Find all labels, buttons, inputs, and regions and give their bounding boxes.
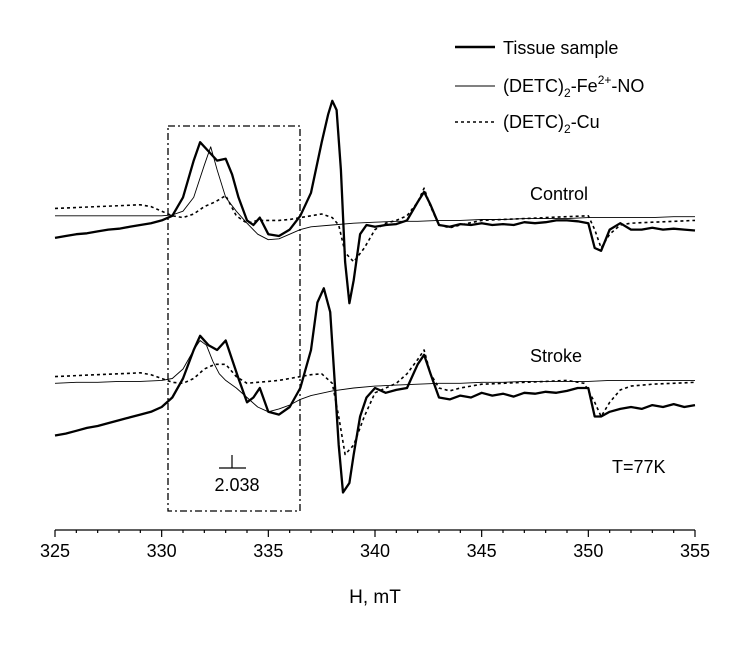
x-ticks: 325 330 335 340 345 350 355: [40, 530, 710, 561]
legend-cu-sub: 2: [564, 122, 571, 136]
x-tick-label: 340: [360, 541, 390, 561]
legend-label-tissue: Tissue sample: [503, 38, 618, 58]
control-cu-line: [54, 187, 696, 263]
legend-fe-mid: -Fe: [571, 76, 598, 96]
legend-cu-base: (DETC): [503, 112, 564, 132]
highlight-box: [167, 125, 301, 512]
stroke-tissue-line: [54, 287, 696, 494]
x-tick-label: 355: [680, 541, 710, 561]
temperature-label: T=77K: [612, 457, 666, 477]
legend-fe-base: (DETC): [503, 76, 564, 96]
g-factor-label: 2.038: [214, 475, 259, 495]
x-axis: 325 330 335 340 345 350 355: [40, 529, 710, 561]
control-tissue-line: [54, 99, 696, 305]
stroke-cu-line: [54, 349, 696, 456]
panel-label-stroke: Stroke: [530, 346, 582, 366]
legend-fe-tail: -NO: [611, 76, 644, 96]
plot-area: [54, 99, 696, 494]
legend-cu-mid: -Cu: [571, 112, 600, 132]
legend-label-cu: (DETC)2-Cu: [503, 112, 600, 136]
x-tick-label: 330: [147, 541, 177, 561]
legend-tissue-text: Tissue sample: [503, 38, 618, 58]
x-tick-label: 345: [467, 541, 497, 561]
panel-label-control: Control: [530, 184, 588, 204]
legend-label-fe-no: (DETC)2-Fe2+-NO: [503, 73, 644, 100]
x-axis-title: H, mT: [349, 587, 401, 608]
stroke-fe-no-line: [54, 340, 695, 413]
legend-fe-sup: 2+: [598, 73, 612, 87]
stroke-panel: [54, 287, 696, 494]
x-tick-label: 325: [40, 541, 70, 561]
x-tick-label: 335: [253, 541, 283, 561]
legend-fe-sub: 2: [564, 86, 571, 100]
legend: Tissue sample (DETC)2-Fe2+-NO (DETC)2-Cu: [455, 38, 644, 136]
x-tick-label: 350: [573, 541, 603, 561]
